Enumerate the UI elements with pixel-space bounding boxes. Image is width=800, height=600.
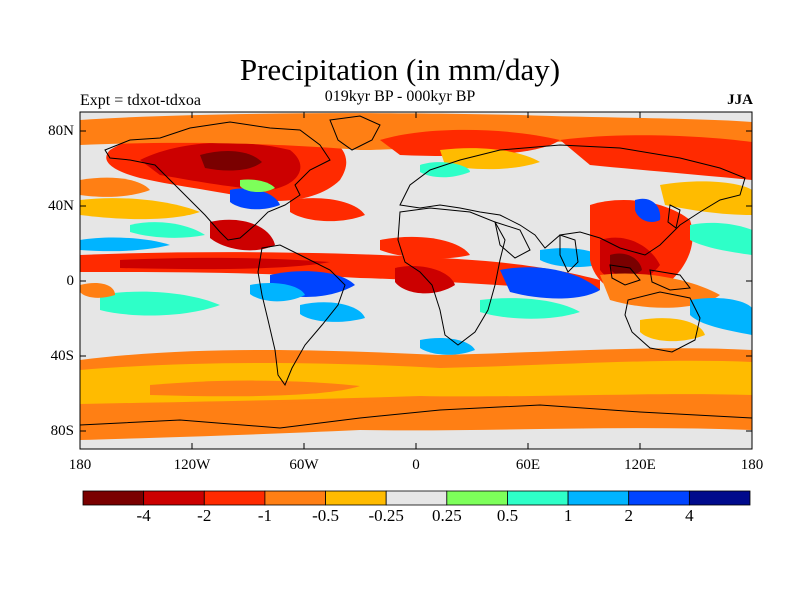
siberia-anomaly [560, 135, 752, 180]
subtropical-pacific-patch [130, 222, 205, 238]
gulf-stream-anomaly [290, 198, 365, 222]
colorbar-label: -4 [136, 506, 151, 525]
lon-label-180e: 180 [740, 457, 764, 473]
colorbar-swatch [507, 490, 569, 506]
southern-ocean-patch [150, 380, 360, 397]
map-title: Precipitation (in mm/day) [239, 52, 561, 87]
colorbar-label: -1 [257, 506, 272, 525]
colorbar-label: 1 [563, 506, 573, 525]
colorbar-label: 2 [624, 506, 633, 525]
canada-core [200, 150, 262, 171]
itcz-core [120, 257, 330, 270]
lon-label-60e: 60E [515, 457, 541, 473]
south-indian-green [480, 298, 580, 319]
new-guinea-coast [649, 269, 691, 291]
colorbar-swatch [688, 490, 751, 506]
southwest-pacific-blue [690, 297, 752, 335]
africa-coast [397, 207, 506, 346]
maritime-core [610, 253, 642, 277]
congo-anomaly [395, 265, 455, 294]
colorbar-label: 4 [685, 506, 694, 525]
lat-label-0: 0 [66, 273, 75, 289]
colorbar-swatch [385, 490, 448, 506]
north-pacific-east [660, 181, 752, 215]
arabia-coast [494, 221, 531, 259]
colorbar-label: 0.25 [431, 506, 462, 525]
colorbar-label: -0.5 [312, 506, 339, 525]
colorbar-swatch [446, 490, 508, 506]
colorbar-label: 0.5 [496, 506, 519, 525]
coastlines [80, 115, 752, 429]
australia-patch [640, 318, 705, 342]
lon-label-120e: 120E [624, 457, 656, 473]
eurasia-coast [399, 144, 746, 256]
colorbar-label: -0.25 [368, 506, 404, 525]
lon-label-60w: 60W [289, 457, 319, 473]
india-coast [559, 234, 579, 273]
colorbar-swatch [143, 490, 205, 506]
antarctica-coast [80, 404, 752, 429]
colorbar-label: -2 [197, 506, 212, 525]
north-america-coast [104, 121, 331, 241]
north-pacific-patch [80, 177, 150, 197]
season-label: JJA [727, 92, 753, 108]
indian-ocean-blue [500, 267, 600, 299]
experiment-label: Expt = tdxot-tdxoa [80, 92, 202, 109]
europe-patch [440, 148, 540, 170]
central-pacific-green [690, 222, 752, 255]
colorbar-swatch [325, 490, 387, 506]
east-asia-blue [635, 198, 661, 222]
amazon-blue-edge [250, 283, 305, 302]
pacific-blue-patch [80, 237, 170, 252]
colorbar-swatch [628, 490, 690, 506]
lon-label-0: 0 [412, 457, 420, 473]
colorbar-swatch [203, 490, 266, 506]
north-pacific-band [80, 198, 200, 220]
greenland-coast [329, 115, 381, 151]
east-pacific-patch [80, 283, 115, 298]
north-atlantic-anomaly [380, 129, 560, 157]
axis-ticks [80, 112, 752, 449]
lakes-green [240, 179, 275, 193]
lat-label-40n: 40N [48, 198, 74, 214]
borneo-coast [609, 264, 641, 286]
japan-coast [667, 204, 681, 229]
lat-label-80n: 80N [48, 123, 74, 139]
north-america-blue [230, 188, 280, 210]
period-label: 019kyr BP - 000kyr BP [324, 88, 476, 105]
south-pacific-green [100, 291, 220, 316]
caribbean-anomaly [210, 219, 275, 251]
europe-green-patch [420, 162, 470, 178]
lat-label-80s: 80S [50, 423, 74, 439]
australia-coast [624, 291, 701, 353]
anomaly-field [80, 113, 752, 440]
lat-label-40s: 40S [50, 348, 74, 364]
colorbar-swatch [567, 490, 630, 506]
lon-label-120w: 120W [173, 457, 211, 473]
colorbar-swatch [82, 490, 145, 506]
lon-label-180w: 180 [68, 457, 92, 473]
south-america-coast [257, 244, 346, 387]
colorbar-swatch [264, 490, 326, 506]
